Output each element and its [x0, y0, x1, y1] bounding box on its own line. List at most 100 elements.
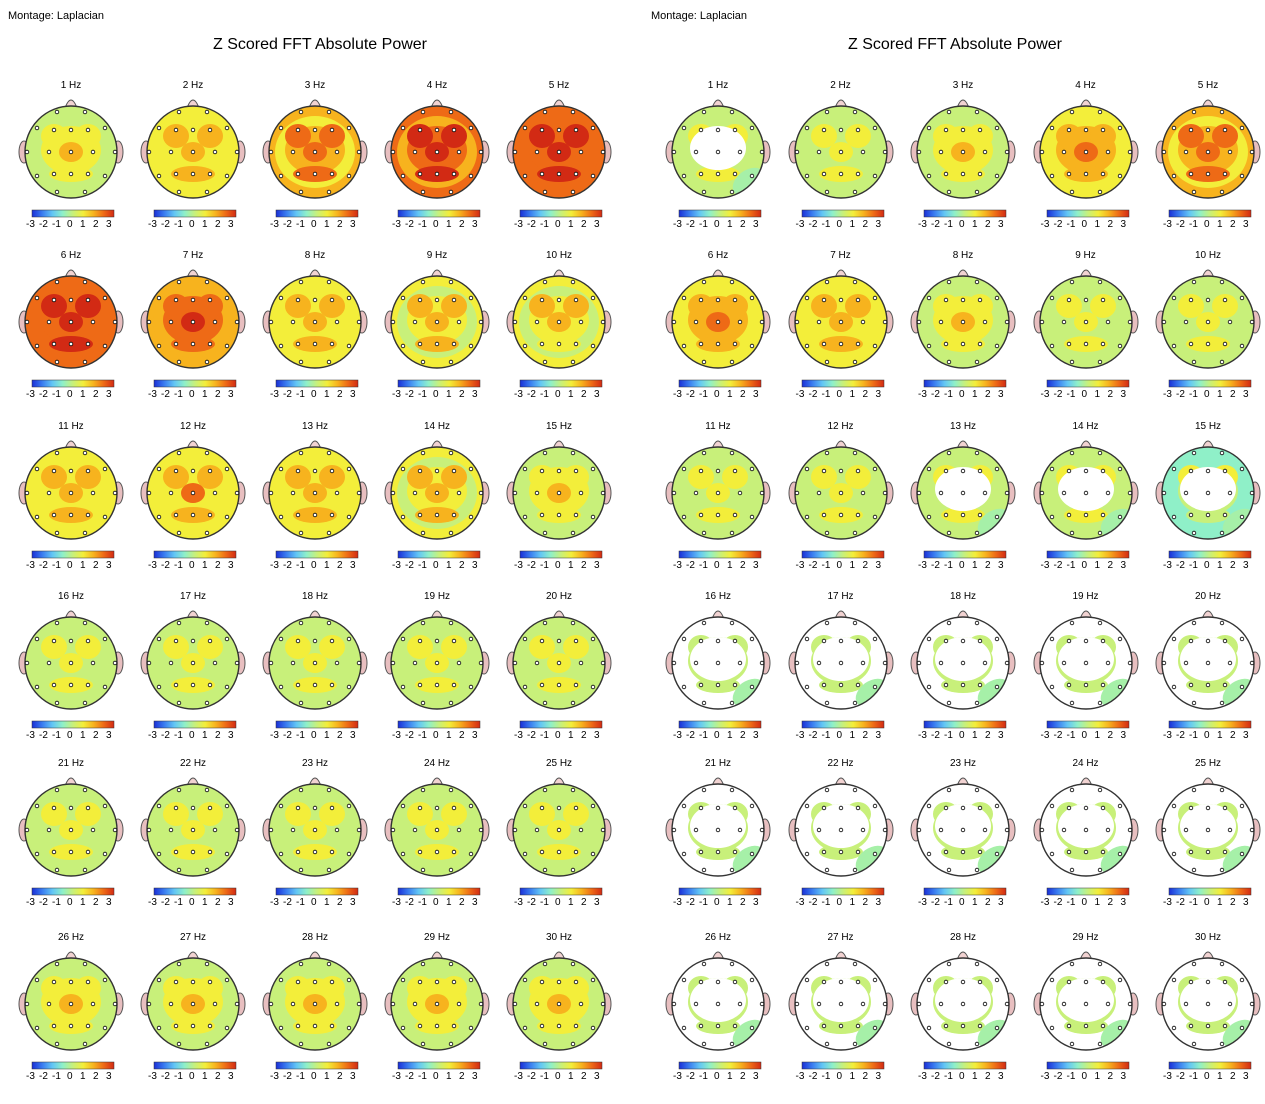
- colorbar-tick-label: 1: [1094, 389, 1101, 400]
- electrode-dot: [960, 979, 966, 985]
- electrode-dot: [1083, 660, 1088, 666]
- colorbar-tick-label: -3: [918, 897, 927, 908]
- topomap-head: [910, 951, 1016, 1051]
- electrode-dot: [234, 1001, 240, 1007]
- topomap-head: [262, 610, 368, 710]
- power-contour: [690, 804, 746, 848]
- electrode-dot: [838, 297, 843, 303]
- electrode-dot: [573, 849, 579, 855]
- electrode-dot: [1004, 660, 1010, 666]
- electrode-dot: [278, 343, 284, 349]
- colorbar: [1168, 1061, 1252, 1070]
- electrode-dot: [468, 173, 474, 179]
- electrode-dot: [698, 468, 704, 474]
- electrode-dot: [434, 127, 440, 133]
- electrode-dot: [46, 660, 52, 666]
- electrode-dot: [278, 466, 284, 472]
- colorbar: [801, 720, 884, 729]
- electrode-dot: [173, 682, 179, 688]
- power-contour: [41, 635, 67, 659]
- electrode-dot: [448, 530, 454, 536]
- electrode-dot: [85, 849, 91, 855]
- electrode-dot: [1222, 297, 1228, 303]
- power-contour: [933, 124, 959, 148]
- electrode-dot: [759, 827, 765, 833]
- colorbar-tick-label: -2: [1053, 219, 1063, 230]
- colorbar-tick-label: -2: [39, 560, 48, 571]
- colorbar-tick-label: 3: [350, 730, 356, 741]
- electrode-dot: [290, 1001, 296, 1007]
- topomap-head: [18, 99, 124, 199]
- electrode-dot: [290, 149, 296, 155]
- electrode-dot: [329, 979, 335, 985]
- colorbar-tick-label: -1: [944, 389, 953, 400]
- frequency-label: 20 Hz: [545, 591, 573, 602]
- frequency-label: 10 Hz: [545, 250, 573, 261]
- topomap-cell: 15 Hz -3 -2 -1 0 1 2 3: [1147, 421, 1265, 593]
- electrode-dot: [34, 803, 40, 809]
- topomap-cell: 12 Hz -3 -2 -1 0 1 2 3: [132, 421, 254, 593]
- electrode-dot: [102, 803, 108, 809]
- electrode-dot: [522, 1025, 528, 1031]
- electrode-dot: [804, 514, 809, 520]
- electrode-dot: [1097, 450, 1102, 456]
- power-contour: [285, 802, 311, 826]
- electrode-dot: [356, 490, 362, 496]
- electrode-dot: [448, 700, 454, 706]
- electrode-dot: [68, 682, 74, 688]
- electrode-dot: [51, 805, 57, 811]
- electrode-dot: [54, 867, 60, 873]
- colorbar-tick-label: 3: [875, 560, 882, 571]
- frequency-label: 9 Hz: [1075, 250, 1096, 261]
- electrode-dot: [570, 787, 576, 793]
- topomap-head: [18, 440, 124, 540]
- electrode-dot: [698, 638, 704, 644]
- electrode-dot: [872, 466, 877, 472]
- power-contour: [407, 124, 433, 148]
- electrode-dot: [346, 851, 352, 857]
- colorbar-tick-label: -3: [1163, 219, 1172, 230]
- electrode-dot: [356, 319, 362, 325]
- electrode-dot: [960, 297, 966, 303]
- electrode-dot: [1205, 638, 1211, 644]
- colorbar-tick-label: 0: [189, 1071, 195, 1082]
- electrode-dot: [190, 149, 196, 155]
- colorbar-tick-label: 3: [1120, 730, 1127, 741]
- colorbar-tick-label: -2: [39, 897, 48, 908]
- electrode-dot: [168, 827, 174, 833]
- colorbar-tick-label: -3: [514, 389, 523, 400]
- electrode-dot: [312, 660, 318, 666]
- electrode-dot: [1066, 979, 1071, 985]
- electrode-dot: [570, 1041, 576, 1047]
- electrode-dot: [1191, 620, 1197, 626]
- electrode-dot: [417, 638, 423, 644]
- electrode-dot: [346, 977, 352, 983]
- colorbar-tick-label: -1: [540, 560, 549, 571]
- electrode-dot: [24, 490, 30, 496]
- electrode-dot: [946, 359, 952, 365]
- colorbar-tick-label: 3: [1243, 730, 1249, 741]
- colorbar-tick-label: 0: [433, 897, 439, 908]
- topomap-head: [506, 777, 612, 877]
- frequency-label: 27 Hz: [827, 932, 854, 943]
- colorbar-gradient: [923, 1061, 1007, 1070]
- colorbar-tick-label: 2: [862, 1071, 869, 1082]
- electrode-dot: [1069, 700, 1074, 706]
- electrode-dot: [334, 319, 340, 325]
- electrode-dot: [312, 1001, 318, 1007]
- electrode-dot: [737, 660, 743, 666]
- colorbar-gradient: [1046, 1061, 1129, 1070]
- colorbar-tick-label: -3: [1040, 1071, 1050, 1082]
- colorbar-tick-label: 3: [1120, 219, 1127, 230]
- electrode-dot: [468, 636, 474, 642]
- electrode-dot: [390, 1001, 396, 1007]
- electrode-dot: [290, 319, 296, 325]
- electrode-dot: [278, 1025, 284, 1031]
- power-contour: [1057, 467, 1114, 511]
- electrode-dot: [34, 851, 40, 857]
- electrode-dot: [190, 512, 196, 518]
- topomap-cell: 27 Hz -3 -2 -1 0 1 2 3: [780, 932, 902, 1104]
- electrode-dot: [1222, 512, 1228, 518]
- montage-label: Montage: Laplacian: [8, 10, 105, 22]
- frequency-label: 14 Hz: [423, 421, 451, 432]
